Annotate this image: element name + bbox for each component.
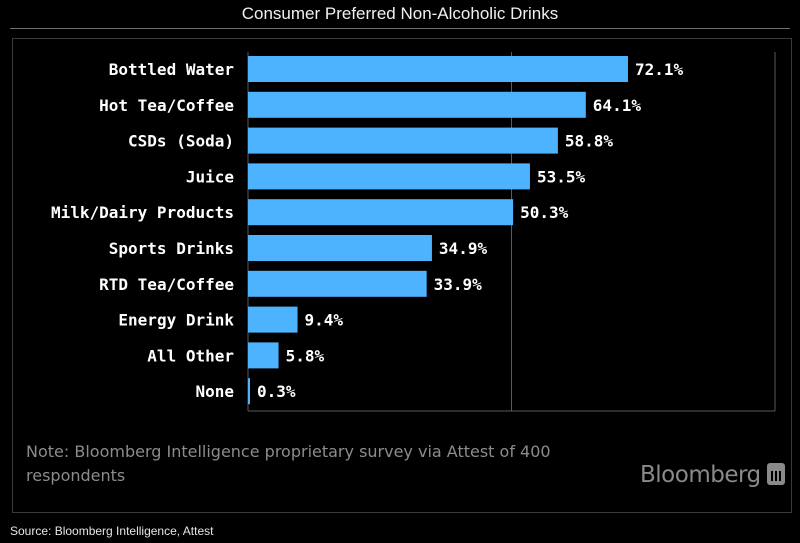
value-label-7: 9.4% — [305, 311, 344, 330]
category-label-3: Juice — [186, 167, 234, 186]
bloomberg-terminal-icon — [766, 463, 785, 485]
value-label-1: 64.1% — [593, 96, 642, 115]
value-label-9: 0.3% — [257, 382, 296, 401]
survey-note: Note: Bloomberg Intelligence proprietary… — [26, 442, 551, 485]
value-label-0: 72.1% — [635, 60, 684, 79]
bar-7 — [248, 306, 298, 333]
chart-frame — [12, 38, 792, 513]
logo-text: Bloomberg — [640, 462, 761, 488]
category-label-8: All Other — [147, 346, 234, 365]
value-label-6: 33.9% — [434, 275, 483, 294]
bar-9 — [248, 378, 250, 405]
chart-title: Consumer Preferred Non-Alcoholic Drinks — [10, 0, 790, 29]
bar-2 — [248, 127, 558, 154]
bar-5 — [248, 235, 432, 261]
value-label-2: 58.8% — [565, 132, 614, 151]
value-label-5: 34.9% — [439, 239, 488, 258]
bar-8 — [248, 342, 279, 369]
category-label-6: RTD Tea/Coffee — [99, 275, 234, 294]
category-label-5: Sports Drinks — [109, 239, 234, 258]
category-label-2: CSDs (Soda) — [128, 132, 234, 151]
value-label-4: 50.3% — [520, 203, 569, 222]
category-label-7: Energy Drink — [118, 311, 234, 330]
bloomberg-logo: Bloomberg — [640, 462, 785, 488]
bar-3 — [248, 163, 530, 190]
bar-0 — [248, 56, 628, 82]
category-label-9: None — [195, 382, 234, 401]
category-label-4: Milk/Dairy Products — [51, 203, 234, 222]
bar-1 — [248, 91, 586, 118]
bar-6 — [248, 270, 427, 297]
value-label-8: 5.8% — [286, 346, 325, 365]
category-label-0: Bottled Water — [109, 60, 234, 79]
value-label-3: 53.5% — [537, 167, 586, 186]
bar-4 — [248, 199, 514, 226]
source-text: Source: Bloomberg Intelligence, Attest — [10, 524, 214, 538]
category-label-1: Hot Tea/Coffee — [99, 96, 234, 115]
